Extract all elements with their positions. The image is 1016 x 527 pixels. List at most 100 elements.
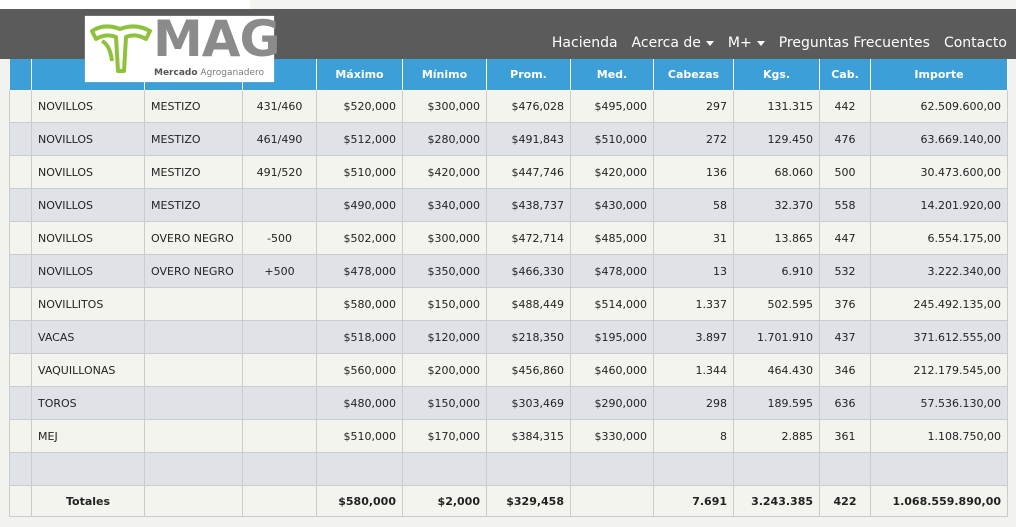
table-cell: MESTIZO <box>144 90 243 123</box>
table-cell <box>242 452 317 486</box>
table-cell <box>144 419 243 453</box>
table-cell: NOVILLOS <box>31 188 145 222</box>
table-cell <box>316 452 403 486</box>
nav-item-label: Acerca de <box>631 35 701 51</box>
table-cell: 32.370 <box>733 188 820 222</box>
table-cell <box>9 452 32 486</box>
table-cell: $150,000 <box>402 386 487 420</box>
table-row: NOVILLITOS $580,000 $150,000 $488,449 $514,0… <box>9 287 1008 321</box>
column-header[interactable]: Med. <box>570 59 654 90</box>
table-cell: 245.492.135,00 <box>870 287 1008 321</box>
table-row <box>9 452 1008 486</box>
table-cell: $460,000 <box>570 353 654 387</box>
logo-subtitle: Mercado Agroganadero <box>154 68 264 78</box>
table-cell: 6.910 <box>733 254 820 288</box>
logo-text: MAG <box>153 10 280 68</box>
column-header[interactable]: Prom. <box>486 59 571 90</box>
table-cell: $495,000 <box>570 90 654 123</box>
table-row: NOVILLOS OVERO NEGRO +500 $478,000 $350,000 $… <box>9 254 1008 288</box>
totals-cell: $329,458 <box>486 485 571 517</box>
table-cell: 298 <box>653 386 734 420</box>
table-cell: $518,000 <box>316 320 403 354</box>
table-cell: 189.595 <box>733 386 820 420</box>
table-cell: $514,000 <box>570 287 654 321</box>
table-cell <box>9 188 32 222</box>
table-cell: 1.108.750,00 <box>870 419 1008 453</box>
table-cell: $512,000 <box>316 122 403 156</box>
table-cell: $476,028 <box>486 90 571 123</box>
nav-item-preguntas-frecuentes[interactable]: Preguntas Frecuentes <box>779 35 930 51</box>
nav-item-hacienda[interactable]: Hacienda <box>552 35 618 51</box>
table-row: VAQUILLONAS $560,000 $200,000 $456,860 $460,… <box>9 353 1008 387</box>
table-row: NOVILLOS MESTIZO 491/520 $510,000 $420,000 $4… <box>9 155 1008 189</box>
table-cell: $456,860 <box>486 353 571 387</box>
table-row: TOROS $480,000 $150,000 $303,469 $290,000 298… <box>9 386 1008 420</box>
column-header[interactable]: Mínimo <box>402 59 487 90</box>
totals-cell: 422 <box>819 485 871 517</box>
top-strip <box>0 0 1016 9</box>
table-cell: $560,000 <box>316 353 403 387</box>
caret-down-icon <box>705 40 714 46</box>
table-cell <box>9 122 32 156</box>
table-cell: NOVILLOS <box>31 155 145 189</box>
nav-item-label: Preguntas Frecuentes <box>778 35 930 51</box>
totals-cell: $580,000 <box>316 485 403 517</box>
table-cell: 476 <box>819 122 871 156</box>
table-cell: 447 <box>819 221 871 255</box>
table-cell: 57.536.130,00 <box>870 386 1008 420</box>
table-cell: $300,000 <box>402 221 487 255</box>
table-cell: 1.701.910 <box>733 320 820 354</box>
table-cell: $510,000 <box>316 155 403 189</box>
nav-item-acerca-de[interactable]: Acerca de <box>632 35 714 51</box>
nav-item-label: Contacto <box>943 35 1007 51</box>
table-cell <box>819 452 871 486</box>
table-row: NOVILLOS MESTIZO 461/490 $512,000 $280,000 $4… <box>9 122 1008 156</box>
column-header[interactable]: Cab. <box>819 59 871 90</box>
totals-cell: $2,000 <box>402 485 487 517</box>
table-cell: $340,000 <box>402 188 487 222</box>
table-cell: $491,843 <box>486 122 571 156</box>
totals-cell <box>144 485 243 517</box>
table-cell: 297 <box>653 90 734 123</box>
table-cell: 3.222.340,00 <box>870 254 1008 288</box>
column-header[interactable]: Cabezas <box>653 59 734 90</box>
table-cell <box>242 320 317 354</box>
hacienda-table: Máximo Mínimo Prom. Med. Cabezas Kgs. Cab. Impo… <box>9 59 1008 517</box>
table-cell: $300,000 <box>402 90 487 123</box>
brand-logo[interactable]: MAG Mercado Agroganadero <box>85 10 280 82</box>
table-cell: 1.344 <box>653 353 734 387</box>
table-cell <box>9 287 32 321</box>
table-cell <box>9 353 32 387</box>
table-cell <box>144 353 243 387</box>
table-cell: VAQUILLONAS <box>31 353 145 387</box>
top-strip-left <box>0 0 250 9</box>
table-cell <box>570 452 654 486</box>
table-cell: 1.337 <box>653 287 734 321</box>
table-cell: 58 <box>653 188 734 222</box>
table-cell: OVERO NEGRO <box>144 254 243 288</box>
table-cell <box>9 90 32 123</box>
column-header[interactable]: Kgs. <box>733 59 820 90</box>
table-cell: MEJ <box>31 419 145 453</box>
table-cell: 212.179.545,00 <box>870 353 1008 387</box>
table-cell: $478,000 <box>316 254 403 288</box>
table-cell: $150,000 <box>402 287 487 321</box>
table-cell: $120,000 <box>402 320 487 354</box>
totals-row: Totales $580,000 $2,000 $329,458 7.691 3.243.… <box>9 485 1008 517</box>
table-cell <box>242 353 317 387</box>
column-header[interactable] <box>9 59 32 90</box>
column-header[interactable]: Importe <box>870 59 1008 90</box>
table-cell <box>242 188 317 222</box>
table-cell <box>9 221 32 255</box>
column-header[interactable]: Máximo <box>316 59 403 90</box>
table-cell <box>9 320 32 354</box>
table-cell: $580,000 <box>316 287 403 321</box>
table-cell: 13 <box>653 254 734 288</box>
table-cell: 272 <box>653 122 734 156</box>
nav-item-contacto[interactable]: Contacto <box>944 35 1007 51</box>
table-cell <box>733 452 820 486</box>
table-cell: $472,714 <box>486 221 571 255</box>
nav-item-mplus[interactable]: M+ <box>728 35 765 51</box>
table-cell: NOVILLOS <box>31 122 145 156</box>
table-cell: 532 <box>819 254 871 288</box>
